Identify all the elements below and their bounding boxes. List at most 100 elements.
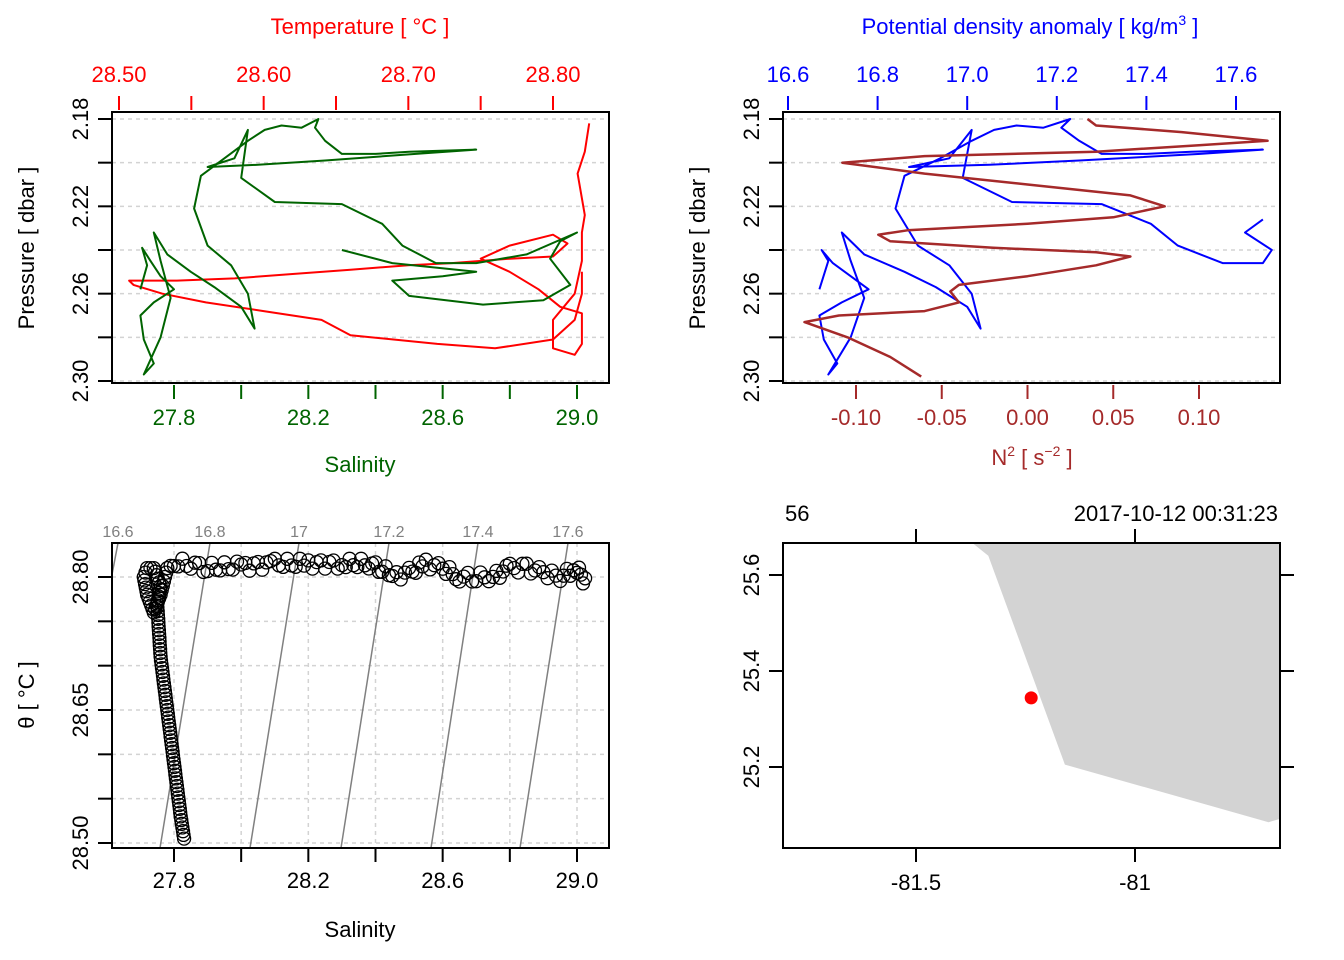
p1-left-axis-tick-label: 2.26 — [68, 272, 93, 315]
ts-point — [326, 553, 341, 568]
p1-top-axis-title: Temperature [ °C ] — [271, 14, 450, 39]
p2-frame — [782, 111, 1281, 384]
ts-point — [152, 634, 167, 649]
ts-point — [151, 626, 167, 642]
p2-axes: 16.6 16.8 17.0 17.2 17.4 17.6 -0.10 -0.05 0.00 0.… — [739, 62, 1257, 430]
isopycnal-line — [249, 543, 300, 848]
p1-left-axis-tick-label: 2.22 — [68, 185, 93, 228]
p1-grid — [112, 118, 609, 382]
ts-point — [152, 638, 167, 653]
p3-points — [136, 551, 593, 846]
p1-top-axis-tick-label: 28.60 — [236, 62, 291, 87]
panel-location-map: -81.5 -81 25.6 25.4 25.2 56 2017-10-12 00:31… — [739, 501, 1294, 895]
p2-bottom-axis-tick-label: -0.10 — [831, 405, 881, 430]
p1-lines — [128, 118, 591, 376]
p1-left-axis-title: Pressure [ dbar ] — [14, 167, 39, 330]
ts-point — [571, 560, 587, 575]
isopycnal-line — [159, 543, 211, 848]
ts-point — [158, 691, 173, 706]
ts-point — [221, 561, 236, 577]
p1-top-axis-tick-label: 28.80 — [525, 62, 580, 87]
density-line — [818, 118, 1273, 376]
isopycnal-label: 16.8 — [194, 524, 225, 541]
ts-point — [477, 570, 492, 585]
p4-land — [972, 542, 1281, 823]
ts-point — [187, 555, 203, 570]
ts-point — [292, 551, 308, 566]
p4-y-tick-label: 25.4 — [739, 650, 764, 693]
ts-point — [473, 565, 488, 580]
ts-point — [161, 710, 176, 725]
ts-point — [393, 572, 408, 587]
p3-x-axis-tick-label: 28.2 — [287, 868, 330, 893]
p2-bottom-axis-tick-label: 0.00 — [1006, 405, 1049, 430]
ts-point — [577, 571, 593, 586]
p4-x-tick-label: -81 — [1119, 870, 1151, 895]
p2-bottom-axis-tick-label: -0.05 — [917, 405, 967, 430]
p1-bottom-axis-tick-label: 28.2 — [287, 405, 330, 430]
p2-lines — [803, 118, 1273, 378]
ts-point — [153, 645, 168, 661]
p1-left-axis-tick-label: 2.18 — [68, 98, 93, 141]
ts-point — [152, 642, 168, 657]
p4-y-tick-label: 25.6 — [739, 554, 764, 597]
ts-point — [168, 767, 183, 782]
land-polygon — [972, 542, 1281, 823]
p2-left-axis-tick-label: 2.30 — [739, 360, 764, 403]
ts-point — [456, 569, 471, 584]
ts-point — [151, 623, 167, 638]
ts-point — [151, 619, 166, 634]
ts-point — [163, 558, 178, 574]
ts-point — [506, 560, 522, 576]
temperature-line — [128, 123, 591, 356]
ts-point — [229, 554, 245, 569]
ts-point — [357, 558, 373, 573]
ts-point — [288, 559, 303, 574]
isopycnal-line — [519, 543, 569, 848]
p2-left-axis-tick-label: 2.18 — [739, 98, 764, 141]
p2-top-axis-tick-label: 16.6 — [767, 62, 810, 87]
ts-point — [442, 559, 457, 575]
station-marker — [1024, 691, 1038, 705]
ts-point — [415, 559, 430, 574]
ts-point — [544, 563, 559, 578]
panel-ts-diagram: 16.6 16.8 17 17.2 17.4 17.6 27.8 28.2 28.6 29.02… — [14, 524, 610, 942]
p3-grid — [112, 543, 609, 848]
ts-point — [242, 563, 257, 578]
ts-point — [152, 630, 167, 645]
p1-left-axis-tick-label: 2.30 — [68, 360, 93, 403]
p2-top-axis-tick-label: 17.0 — [946, 62, 989, 87]
ts-point — [368, 555, 383, 570]
salinity-line — [139, 118, 578, 376]
ts-point — [481, 574, 496, 589]
p1-top-axis-tick-label: 28.50 — [91, 62, 146, 87]
panel-temperature-salinity-profile: 28.50 28.60 28.70 28.80 27.8 28.2 28.6 29.0 2.18… — [14, 14, 610, 477]
p4-station — [1024, 691, 1038, 705]
isopycnal-line — [340, 543, 390, 848]
ts-point — [255, 562, 270, 577]
isopycnal-label: 16.6 — [102, 524, 133, 541]
p4-x-tick-label: -81.5 — [891, 870, 941, 895]
p2-top-axis-title: Potential density anomaly [ kg/m3 ] — [862, 12, 1199, 39]
ts-point — [350, 559, 365, 575]
ts-point — [313, 553, 329, 568]
p4-station-number: 56 — [785, 501, 809, 526]
p2-top-axis-tick-label: 17.2 — [1035, 62, 1078, 87]
ts-point — [330, 561, 345, 576]
isopycnal-label: 17.2 — [373, 524, 404, 541]
p1-top-axis-tick-label: 28.70 — [381, 62, 436, 87]
p4-y-tick-label: 25.2 — [739, 746, 764, 789]
ts-point — [173, 805, 188, 820]
ts-point — [170, 786, 185, 801]
ts-point — [179, 558, 194, 574]
isopycnal-label: 17.4 — [462, 524, 493, 541]
ts-point — [573, 567, 589, 582]
p2-bottom-axis-tick-label: 0.10 — [1178, 405, 1221, 430]
p1-bottom-axis-tick-label: 27.8 — [153, 405, 196, 430]
ts-point — [499, 558, 514, 573]
p4-frame — [782, 542, 1281, 849]
n2-line — [803, 118, 1269, 378]
p2-top-axis-tick-label: 16.8 — [856, 62, 899, 87]
p1-axes: 28.50 28.60 28.70 28.80 27.8 28.2 28.6 29.0 2.18… — [68, 62, 598, 430]
